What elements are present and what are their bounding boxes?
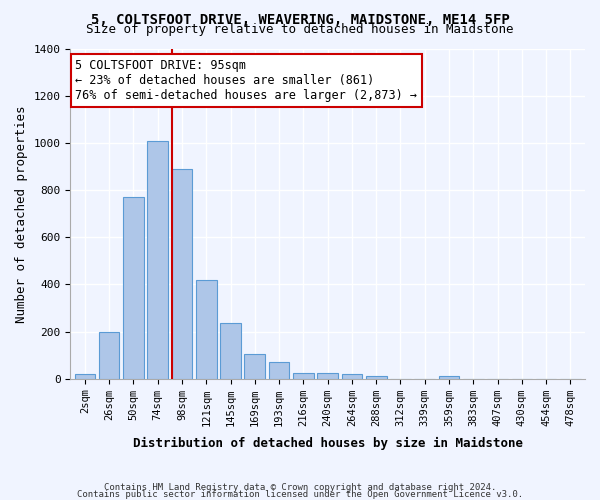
Bar [172,169,192,378]
Bar [341,374,362,378]
Text: 5, COLTSFOOT DRIVE, WEAVERING, MAIDSTONE, ME14 5FP: 5, COLTSFOOT DRIVE, WEAVERING, MAIDSTONE… [91,12,509,26]
Bar [99,332,119,378]
Bar [317,374,338,378]
Bar [123,198,144,378]
Bar [244,354,265,378]
Bar [269,362,289,378]
Bar [196,280,217,378]
Y-axis label: Number of detached properties: Number of detached properties [15,105,28,322]
Bar [220,324,241,378]
Bar [439,376,460,378]
X-axis label: Distribution of detached houses by size in Maidstone: Distribution of detached houses by size … [133,437,523,450]
Bar [74,374,95,378]
Bar [293,372,314,378]
Text: Contains HM Land Registry data © Crown copyright and database right 2024.: Contains HM Land Registry data © Crown c… [104,484,496,492]
Text: Contains public sector information licensed under the Open Government Licence v3: Contains public sector information licen… [77,490,523,499]
Text: Size of property relative to detached houses in Maidstone: Size of property relative to detached ho… [86,22,514,36]
Bar [366,376,386,378]
Text: 5 COLTSFOOT DRIVE: 95sqm
← 23% of detached houses are smaller (861)
76% of semi-: 5 COLTSFOOT DRIVE: 95sqm ← 23% of detach… [76,59,418,102]
Bar [148,141,168,378]
